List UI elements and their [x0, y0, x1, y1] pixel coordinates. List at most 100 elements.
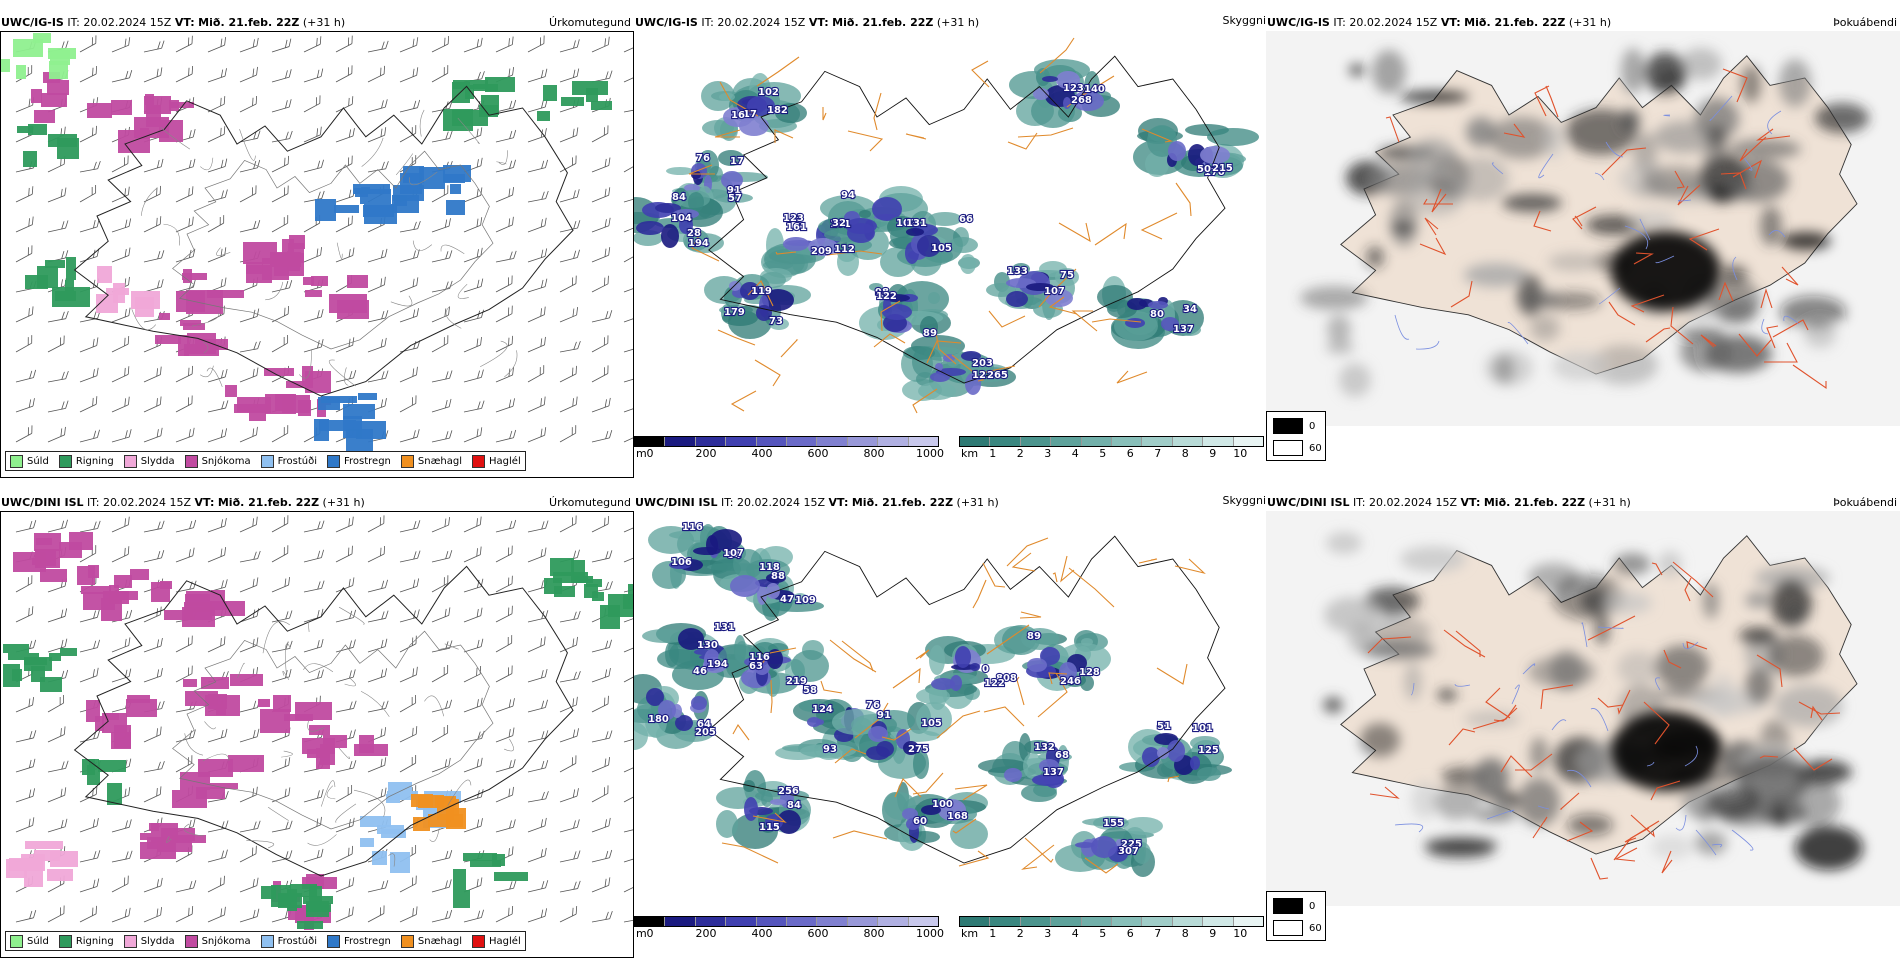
colorbar-cell	[1021, 917, 1051, 926]
colorbar-cell	[1112, 917, 1142, 926]
precip-map-svg	[1, 512, 634, 958]
ceiling-label: 66	[959, 214, 973, 225]
ceiling-label: 209	[811, 246, 832, 257]
colorbar-cell	[878, 437, 908, 446]
cloud-map	[1266, 511, 1900, 906]
colorbar-tick: 400	[752, 927, 773, 940]
precip-legend-item: Haglél	[472, 455, 521, 468]
panel-title: Þokuábendi	[1833, 15, 1897, 31]
colorbar-tick: 6	[1127, 447, 1134, 460]
vis-colorbar-cells	[959, 916, 1264, 927]
colorbar-cell	[787, 437, 817, 446]
colorbar-tick: 5	[1099, 447, 1106, 460]
colorbar-cell	[1173, 917, 1203, 926]
model-name: UWC/IG-IS	[1, 16, 64, 29]
colorbar-tick: 200	[696, 447, 717, 460]
colorbar-tick: 5	[1099, 927, 1106, 940]
ceiling-label: 118	[759, 562, 780, 573]
colorbar-cell	[1051, 437, 1081, 446]
colorbar-tick: 1	[989, 447, 996, 460]
row1-ceiling-panel: UWC/IG-IS IT: 20.02.2024 15Z VT: Mið. 21…	[634, 15, 1266, 465]
row2-ceiling-header: UWC/DINI ISL IT: 20.02.2024 15Z VT: Mið.…	[634, 495, 1266, 511]
colorbar-tick: 9	[1209, 447, 1216, 460]
precip-legend-item: Slydda	[124, 935, 175, 948]
ceiling-label: 104	[671, 213, 692, 224]
ceiling-label: 84	[672, 192, 686, 203]
colorbar-tick: 10	[1233, 927, 1247, 940]
row1-cloud-header: UWC/IG-IS IT: 20.02.2024 15Z VT: Mið. 21…	[1266, 15, 1900, 31]
ceiling-label: 215	[1212, 163, 1233, 174]
colorbar-cell	[696, 917, 726, 926]
precip-legend-item: Súld	[10, 455, 49, 468]
colorbar-cell	[726, 437, 756, 446]
ceiling-label: 102	[758, 87, 779, 98]
colorbar-tick: 0	[647, 927, 654, 940]
precip-legend-item: Rigning	[59, 935, 114, 948]
ceiling-label: 106	[671, 557, 692, 568]
colorbar-cell	[1112, 437, 1142, 446]
ceiling-label: 107	[1044, 286, 1065, 297]
ceiling-label: 28	[687, 228, 701, 239]
row2-cloud-panel: UWC/DINI ISL IT: 20.02.2024 15Z VT: Mið.…	[1266, 495, 1900, 945]
legend-label: 60	[1309, 443, 1322, 454]
colorbar-tick: 800	[864, 927, 885, 940]
ceiling-label: 137	[1173, 324, 1194, 335]
legend-swatch	[401, 935, 414, 948]
ceiling-label: 80	[1150, 309, 1164, 320]
ceiling-label: 256	[778, 786, 799, 797]
colorbar-cell	[1082, 917, 1112, 926]
ceiling-label: 94	[841, 190, 855, 201]
legend-label: Frostregn	[344, 936, 391, 947]
precip-legend-item: Snæhagl	[401, 455, 462, 468]
colorbar-cell	[909, 917, 938, 926]
legend-swatch	[261, 935, 274, 948]
row2-cloud-header: UWC/DINI ISL IT: 20.02.2024 15Z VT: Mið.…	[1266, 495, 1900, 511]
legend-swatch	[1273, 440, 1303, 456]
panel-title: Skyggni	[1223, 13, 1266, 29]
precip-legend-item: Snjókoma	[185, 455, 251, 468]
legend-label: 0	[1309, 421, 1315, 432]
colorbar-cell	[1142, 437, 1172, 446]
ceiling-label: 47	[780, 594, 794, 605]
legend-label: 60	[1309, 923, 1322, 934]
colorbar-tick: 1000	[916, 447, 944, 460]
ceiling-label: 128	[1079, 667, 1100, 678]
ceiling-label: 76	[696, 153, 710, 164]
colorbar-tick: 600	[808, 447, 829, 460]
ceiling-label: 115	[759, 822, 780, 833]
ceiling-label: 101	[1192, 723, 1213, 734]
ceiling-label: 131	[906, 218, 927, 229]
colorbar-cell	[1234, 917, 1263, 926]
colorbar-unit: km	[961, 447, 978, 460]
precip-legend-item: Slydda	[124, 455, 175, 468]
fog-legend: 0 60	[1266, 411, 1326, 461]
legend-label: Frostúði	[278, 456, 317, 467]
fog-legend-item: 0	[1273, 898, 1325, 914]
ceiling-label: 119	[751, 286, 772, 297]
cloud-map	[1266, 31, 1900, 426]
vis-colorbar-cells	[959, 436, 1264, 447]
legend-swatch	[1273, 920, 1303, 936]
cloud-map-svg	[1266, 511, 1900, 906]
colorbar-tick: 0	[647, 447, 654, 460]
row1-ceiling-header: UWC/IG-IS IT: 20.02.2024 15Z VT: Mið. 21…	[634, 15, 1266, 31]
colorbar-tick: 10	[1233, 447, 1247, 460]
precip-map-svg	[1, 32, 634, 478]
ceiling-label: 123	[1063, 83, 1084, 94]
ceiling-label: 161	[786, 222, 807, 233]
ceiling-label: 16	[731, 110, 745, 121]
fog-legend-item: 60	[1273, 920, 1325, 936]
ceiling-label: 17	[743, 109, 757, 120]
colorbar-cell	[848, 437, 878, 446]
colorbar-cell	[1051, 917, 1081, 926]
ceiling-label: 203	[972, 358, 993, 369]
